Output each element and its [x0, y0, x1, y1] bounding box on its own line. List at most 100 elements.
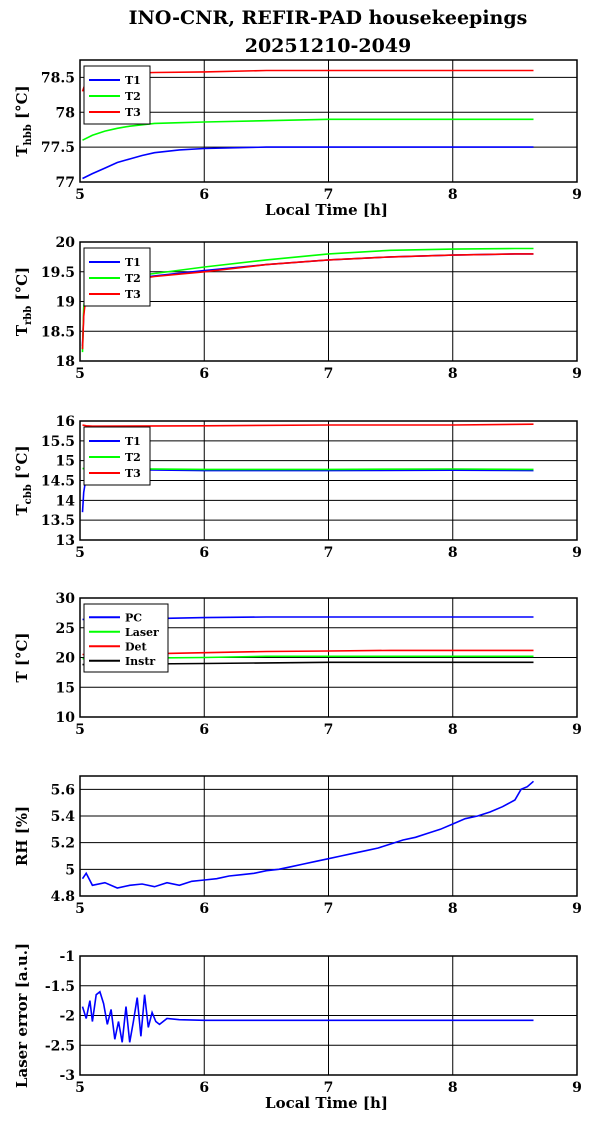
y-tick-label: 25	[56, 621, 75, 637]
y-axis-label-subscript: rbb	[23, 306, 34, 325]
x-tick-label: 7	[324, 722, 334, 738]
panel-3: 5 6 7 8 9 13 13.5 14 14.5 15 15.5 16 Tcbb [°C] T1 T2 T3	[13, 414, 582, 561]
y-axis-label: Thbb [°C]	[13, 85, 34, 156]
legend-label-t2: T2	[125, 272, 141, 285]
x-tick-label: 8	[448, 187, 458, 203]
x-tick-label: 9	[572, 901, 582, 917]
plot-frame	[79, 775, 578, 897]
x-tick-label: 9	[572, 187, 582, 203]
legend-label-det: Det	[125, 640, 148, 653]
x-tick-label: 5	[75, 187, 85, 203]
y-axis-label: Laser error [a.u.]	[13, 943, 31, 1088]
y-tick-label: 14.5	[41, 474, 75, 490]
x-tick-label: 9	[572, 366, 582, 382]
x-axis-label: Local Time [h]	[265, 201, 388, 219]
series-line-data	[81, 780, 535, 889]
legend-label-laser: Laser	[125, 626, 159, 639]
y-axis-label-main: Laser error [a.u.]	[13, 943, 31, 1088]
y-axis-label-main: T [°C]	[13, 632, 31, 682]
y-tick-label: 5.2	[51, 836, 75, 852]
x-tick-label: 9	[572, 722, 582, 738]
y-tick-label: 77.5	[41, 140, 75, 156]
x-tick-label: 8	[448, 545, 458, 561]
legend-label-t1: T1	[125, 74, 141, 87]
y-tick-label: 5.4	[51, 809, 76, 825]
plot-frame	[79, 955, 578, 1076]
x-tick-label: 8	[448, 366, 458, 382]
x-tick-label: 5	[75, 1080, 85, 1096]
legend-label-t2: T2	[125, 90, 141, 103]
y-axis-label-main: RH [%]	[13, 806, 31, 866]
figure-title-line2: 20251210-2049	[245, 35, 412, 57]
y-tick-label: 13	[56, 533, 75, 549]
plot-frame	[79, 597, 578, 718]
series-line-t3	[82, 423, 534, 428]
y-tick-label: 19.5	[41, 265, 75, 281]
y-axis-label: RH [%]	[13, 806, 31, 866]
x-tick-label: 8	[448, 722, 458, 738]
panel-6: 5 6 7 8 9 -3 -2.5 -2 -1.5 -1 Local Time [h] Laser e…	[13, 943, 582, 1112]
y-tick-label: -1	[59, 949, 75, 965]
x-tick-label: 6	[199, 901, 209, 917]
x-tick-label: 6	[199, 545, 209, 561]
y-axis-label-main: T	[13, 504, 31, 516]
x-tick-label: 5	[75, 722, 85, 738]
x-tick-label: 5	[75, 366, 85, 382]
y-tick-label: 15.5	[41, 434, 75, 450]
series-line-t2	[82, 118, 534, 141]
y-tick-label: -2	[59, 1009, 75, 1025]
legend-label-t3: T3	[125, 106, 141, 119]
y-tick-label: 18	[56, 354, 75, 370]
y-tick-label: 4.8	[51, 889, 75, 905]
y-tick-label: 19	[56, 295, 75, 311]
legend-label-t1: T1	[125, 435, 141, 448]
series-line-data	[81, 990, 534, 1043]
series-line-t1	[82, 146, 534, 180]
legend-label-t2: T2	[125, 451, 141, 464]
y-axis-label-unit: [°C]	[13, 267, 31, 306]
x-tick-label: 6	[199, 722, 209, 738]
legend: T1 T2 T3	[83, 247, 151, 307]
x-axis-label: Local Time [h]	[265, 1094, 388, 1112]
y-tick-label: 15	[56, 680, 75, 696]
y-axis-label-main: T	[13, 145, 31, 157]
y-tick-label: 30	[56, 591, 76, 607]
y-axis-label-main: T	[13, 324, 31, 336]
y-tick-label: -1.5	[45, 979, 75, 995]
plot-frame	[79, 59, 578, 183]
x-tick-label: 7	[324, 1080, 334, 1096]
x-tick-label: 9	[572, 1080, 582, 1096]
y-axis-label-subscript: cbb	[23, 484, 34, 504]
legend-label-t1: T1	[125, 256, 141, 269]
y-tick-label: 13.5	[41, 513, 75, 529]
panel-2: 5 6 7 8 9 18 18.5 19 19.5 20 Trbb [°C] T1 T2 T3	[13, 235, 582, 382]
y-tick-label: 20	[56, 235, 76, 251]
plot-frame	[79, 241, 578, 362]
y-tick-label: 5.6	[51, 782, 75, 798]
y-tick-label: 78.5	[41, 70, 75, 86]
x-tick-label: 8	[448, 901, 458, 917]
legend-label-instr: Instr	[125, 655, 155, 668]
y-tick-label: 10	[56, 710, 76, 726]
x-tick-label: 8	[448, 1080, 458, 1096]
y-axis-label-unit: [°C]	[13, 85, 31, 124]
y-axis-label: Tcbb [°C]	[13, 445, 34, 515]
legend-label-t3: T3	[125, 467, 141, 480]
y-axis-label: T [°C]	[13, 632, 31, 682]
y-tick-label: -2.5	[45, 1038, 75, 1054]
x-tick-label: 7	[324, 901, 334, 917]
y-tick-label: 77	[56, 175, 75, 191]
x-tick-label: 9	[572, 545, 582, 561]
y-axis-label-subscript: hbb	[23, 124, 34, 145]
y-axis-label: Trbb [°C]	[13, 267, 34, 336]
x-tick-label: 6	[199, 366, 209, 382]
legend-label-pc: PC	[125, 611, 142, 624]
legend: T1 T2 T3	[83, 426, 151, 486]
y-tick-label: -3	[59, 1068, 75, 1084]
x-tick-label: 5	[75, 901, 85, 917]
x-tick-label: 6	[199, 1080, 209, 1096]
figure-title-line1: INO-CNR, REFIR-PAD housekeepings	[129, 7, 528, 29]
